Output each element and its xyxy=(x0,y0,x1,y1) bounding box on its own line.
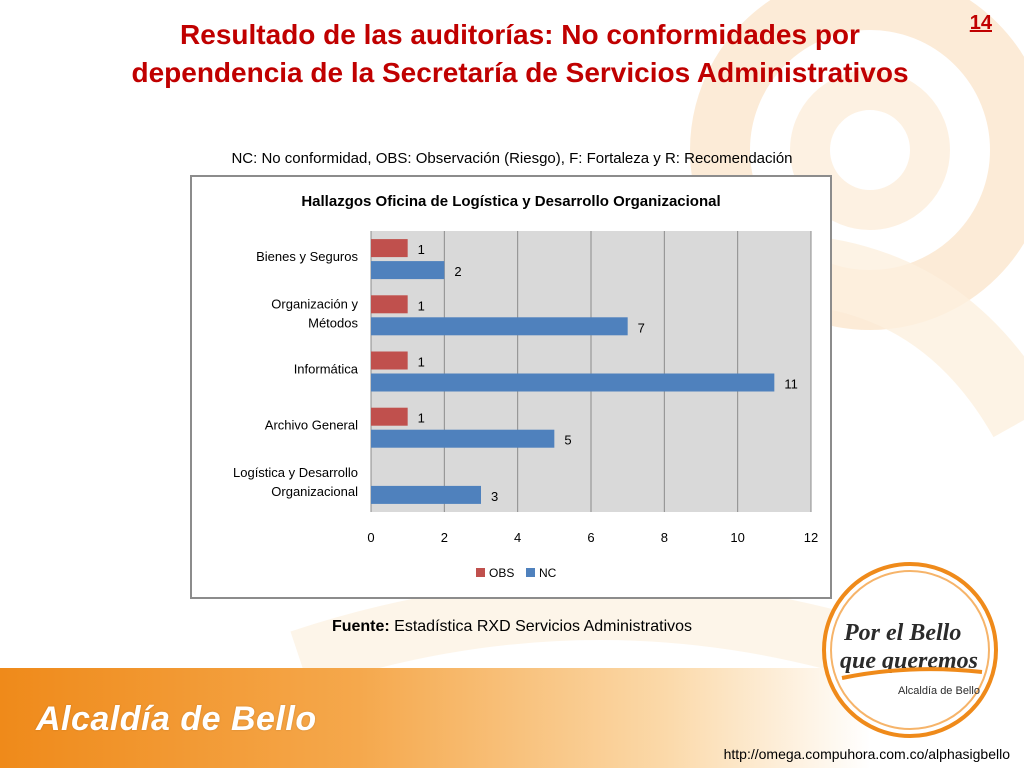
data-label-obs: 1 xyxy=(418,355,425,370)
legend-swatch-nc xyxy=(526,568,535,577)
bar-nc xyxy=(371,261,445,280)
legend-swatch-obs xyxy=(476,568,485,577)
por-el-bello-stamp: Por el Bello que queremos Alcaldía de Be… xyxy=(822,562,998,738)
category-label: Logística y Desarrollo xyxy=(233,465,358,480)
category-label: Métodos xyxy=(308,315,358,330)
data-label-nc: 2 xyxy=(454,264,461,279)
category-label: Organizacional xyxy=(271,484,358,499)
legend-label-nc: NC xyxy=(539,566,557,580)
x-tick-label-4: 4 xyxy=(514,530,521,545)
bar-nc xyxy=(371,429,555,448)
category-label: Organización y xyxy=(271,296,358,311)
bar-nc xyxy=(371,317,628,336)
x-tick-label-8: 8 xyxy=(661,530,668,545)
stamp-line-3: Alcaldía de Bello xyxy=(898,685,980,697)
slide-number: 14 xyxy=(969,12,992,34)
category-label: Bienes y Seguros xyxy=(256,249,358,264)
stamp-line-1: Por el Bello xyxy=(843,620,961,646)
chart-container: Hallazgos Oficina de Logística y Desarro… xyxy=(190,175,832,599)
footer-logo-text: Alcaldía de Bello xyxy=(36,700,317,738)
bar-obs xyxy=(371,351,408,370)
bar-obs xyxy=(371,407,408,426)
bar-nc xyxy=(371,373,775,392)
bar-nc xyxy=(371,485,481,504)
source-line: Fuente: Estadística RXD Servicios Admini… xyxy=(0,618,1024,636)
source-label: Fuente: xyxy=(331,618,390,635)
abbreviations-note: NC: No conformidad, OBS: Observación (Ri… xyxy=(231,150,793,167)
legend-label-obs: OBS xyxy=(489,566,514,580)
slide-title-line-1: Resultado de las auditorías: No conformi… xyxy=(180,19,860,50)
findings-bar-chart: Hallazgos Oficina de Logística y Desarro… xyxy=(233,193,818,580)
data-label-nc: 3 xyxy=(491,489,498,504)
data-label-nc: 5 xyxy=(564,433,571,448)
data-label-nc: 7 xyxy=(638,320,645,335)
category-label: Archivo General xyxy=(265,418,358,433)
footer-url-link[interactable]: http://omega.compuhora.com.co/alphasigbe… xyxy=(723,746,1010,762)
data-label-nc: 11 xyxy=(784,377,798,392)
data-label-obs: 1 xyxy=(418,298,425,313)
slide-title-line-2: dependencia de la Secretaría de Servicio… xyxy=(131,57,909,88)
bar-obs xyxy=(371,239,408,258)
x-tick-label-0: 0 xyxy=(367,530,374,545)
source-text: Estadística RXD Servicios Administrativo… xyxy=(389,618,693,635)
data-label-obs: 1 xyxy=(418,411,425,426)
x-tick-label-12: 12 xyxy=(804,530,818,545)
bar-obs xyxy=(371,295,408,314)
category-label: Informática xyxy=(294,362,359,377)
chart-title: Hallazgos Oficina de Logística y Desarro… xyxy=(301,193,720,210)
x-tick-label-2: 2 xyxy=(441,530,448,545)
data-label-obs: 1 xyxy=(418,242,425,257)
x-tick-label-10: 10 xyxy=(730,530,744,545)
x-tick-label-6: 6 xyxy=(587,530,594,545)
slide-title: Resultado de las auditorías: No conformi… xyxy=(60,16,980,92)
